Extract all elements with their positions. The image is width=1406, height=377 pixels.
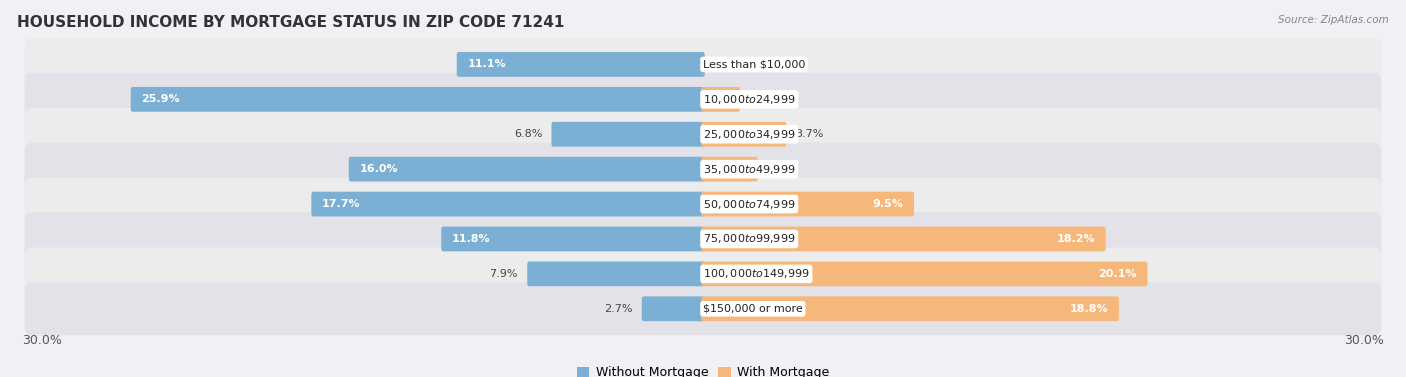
FancyBboxPatch shape — [24, 282, 1382, 335]
Text: 2.4%: 2.4% — [766, 164, 796, 174]
FancyBboxPatch shape — [24, 213, 1382, 265]
FancyBboxPatch shape — [702, 157, 758, 182]
Legend: Without Mortgage, With Mortgage: Without Mortgage, With Mortgage — [572, 361, 834, 377]
Text: 3.7%: 3.7% — [796, 129, 824, 139]
Text: 17.7%: 17.7% — [322, 199, 360, 209]
FancyBboxPatch shape — [527, 262, 704, 286]
Text: $35,000 to $49,999: $35,000 to $49,999 — [703, 162, 796, 176]
Text: $10,000 to $24,999: $10,000 to $24,999 — [703, 93, 796, 106]
Text: 2.7%: 2.7% — [605, 304, 633, 314]
Text: 11.8%: 11.8% — [451, 234, 491, 244]
FancyBboxPatch shape — [702, 87, 740, 112]
FancyBboxPatch shape — [702, 122, 786, 147]
FancyBboxPatch shape — [641, 296, 704, 321]
FancyBboxPatch shape — [551, 122, 704, 147]
FancyBboxPatch shape — [702, 296, 1119, 321]
Text: 6.8%: 6.8% — [513, 129, 543, 139]
FancyBboxPatch shape — [24, 143, 1382, 196]
FancyBboxPatch shape — [24, 178, 1382, 231]
Text: 16.0%: 16.0% — [360, 164, 398, 174]
Text: HOUSEHOLD INCOME BY MORTGAGE STATUS IN ZIP CODE 71241: HOUSEHOLD INCOME BY MORTGAGE STATUS IN Z… — [17, 15, 564, 30]
FancyBboxPatch shape — [24, 38, 1382, 91]
FancyBboxPatch shape — [131, 87, 704, 112]
Text: 9.5%: 9.5% — [873, 199, 904, 209]
Text: 18.2%: 18.2% — [1056, 234, 1095, 244]
FancyBboxPatch shape — [441, 227, 704, 251]
Text: 11.1%: 11.1% — [467, 60, 506, 69]
Text: 7.9%: 7.9% — [489, 269, 517, 279]
FancyBboxPatch shape — [311, 192, 704, 216]
Text: 18.8%: 18.8% — [1070, 304, 1108, 314]
FancyBboxPatch shape — [702, 192, 914, 216]
FancyBboxPatch shape — [349, 157, 704, 182]
Text: Source: ZipAtlas.com: Source: ZipAtlas.com — [1278, 15, 1389, 25]
Text: $25,000 to $34,999: $25,000 to $34,999 — [703, 128, 796, 141]
FancyBboxPatch shape — [24, 247, 1382, 300]
Text: 25.9%: 25.9% — [141, 94, 180, 104]
FancyBboxPatch shape — [457, 52, 704, 77]
Text: Less than $10,000: Less than $10,000 — [703, 60, 806, 69]
Text: $150,000 or more: $150,000 or more — [703, 304, 803, 314]
FancyBboxPatch shape — [24, 108, 1382, 161]
Text: $100,000 to $149,999: $100,000 to $149,999 — [703, 267, 810, 280]
FancyBboxPatch shape — [702, 262, 1147, 286]
Text: $75,000 to $99,999: $75,000 to $99,999 — [703, 233, 796, 245]
FancyBboxPatch shape — [702, 227, 1105, 251]
Text: 1.6%: 1.6% — [749, 94, 778, 104]
FancyBboxPatch shape — [24, 73, 1382, 126]
Text: 20.1%: 20.1% — [1098, 269, 1137, 279]
Text: $50,000 to $74,999: $50,000 to $74,999 — [703, 198, 796, 211]
